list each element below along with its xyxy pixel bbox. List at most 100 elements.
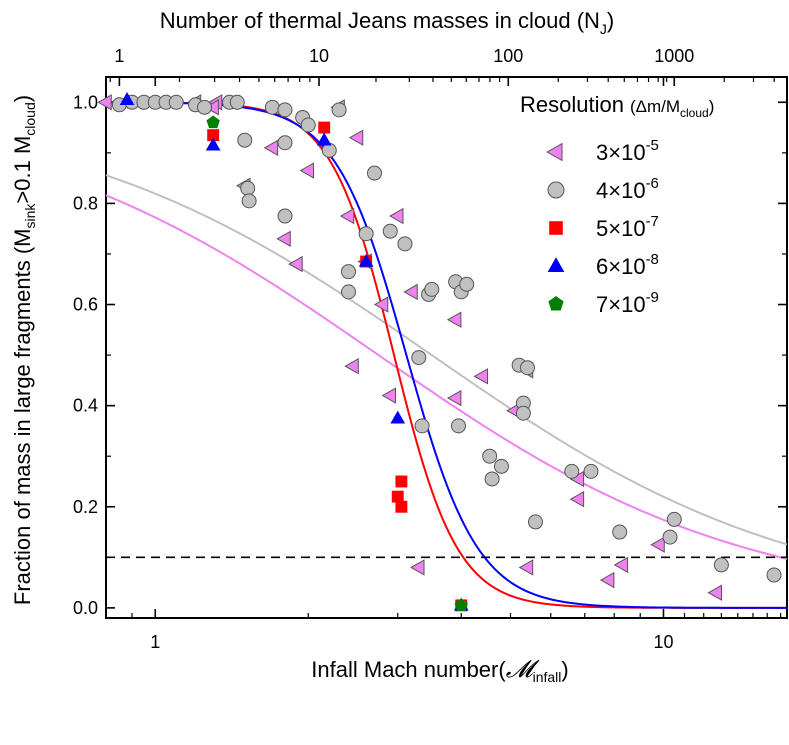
data-point [662,529,678,545]
data-point [97,94,112,111]
legend-label-exponent: -6 [646,175,659,192]
legend-label: 7×10-9 [596,289,659,317]
data-point [316,132,332,146]
data-point [397,236,413,252]
legend-label: 6×10-8 [596,251,659,279]
legend-label-base: 7×10 [596,292,646,317]
data-point [403,283,418,301]
top-axis-title: Number of thermal Jeans masses in cloud … [160,8,615,37]
y-tick-label: 0.4 [73,396,98,416]
data-point [373,296,389,313]
data-point [493,458,509,474]
top-axis-title-sub: J [600,21,607,37]
legend-label-exponent: -8 [646,251,659,268]
legend-title-main: Resolution [520,92,624,117]
y-tick-label: 0.6 [73,295,98,315]
plot-frame-group [105,76,788,619]
data-points [97,92,782,612]
legend-marker [547,181,565,199]
data-point [583,463,599,479]
y-axis-title-sub1: sink [22,203,38,229]
data-point [410,559,425,576]
data-point [168,94,184,110]
data-point [473,368,489,385]
data-point [390,410,406,424]
data-point [344,357,359,375]
data-point [482,448,498,464]
data-point [340,284,356,300]
x-axis-title-suffix: ) [561,657,568,682]
y-axis-title: Fraction of mass in large fragments (Msi… [10,95,38,605]
data-point [446,311,462,328]
data-point [411,350,427,366]
data-point [528,514,544,530]
data-point [276,230,291,248]
legend-items: 3×10-5 4×10-6 5×10-7 6×10-8 7×10-9 [546,137,659,317]
data-point [264,99,280,115]
data-point [340,264,356,280]
data-point [707,584,722,601]
fit-curve [105,194,788,560]
legend-label: 4×10-6 [596,175,659,203]
y-tick-label: 0.8 [73,193,98,213]
data-point [484,471,500,487]
data-point [414,418,430,434]
x-tick-label: 10 [653,632,673,652]
data-point [263,139,279,156]
data-point [454,598,468,612]
x-axis-title-sub: infall [533,669,562,685]
top-axis-title-main: Number of thermal Jeans masses in cloud … [160,8,600,33]
top-tick-label: 1000 [654,46,694,66]
y-axis-title-main: Fraction of mass in large fragments (M [10,229,35,606]
legend-label-base: 3×10 [596,140,646,165]
data-point [240,180,256,196]
data-point [205,137,221,151]
top-tick-label: 1 [114,46,124,66]
legend-title: Resolution (Δm/Mcloud) [520,92,714,120]
fit-curve [105,101,787,609]
data-point [515,405,531,421]
legend-label-base: 4×10 [596,178,646,203]
data-point [446,389,462,407]
data-point [612,524,628,540]
legend-marker [549,221,563,235]
data-point [206,115,220,129]
x-axis-title-prefix: Infall Mach number( [311,657,506,682]
legend-label-exponent: -9 [646,289,659,306]
data-point [382,223,398,239]
data-point [241,193,257,209]
x-axis-title: Infall Mach number(𝓜infall) [311,655,568,685]
legend-marker [546,142,563,162]
data-point [666,511,682,527]
legend-label-exponent: -5 [646,137,659,154]
data-point [318,121,331,134]
data-point [207,129,220,142]
data-point [569,490,585,508]
legend-marker [547,257,565,272]
data-point [300,117,316,133]
data-point [366,165,382,181]
legend-label-base: 6×10 [596,254,646,279]
data-point [450,418,466,434]
fit-curves [105,101,788,609]
legend: Resolution (Δm/Mcloud) 3×10-5 4×10-6 5×10-7… [520,92,714,317]
data-point [277,208,293,224]
plot-frame [105,76,788,619]
data-point [395,500,408,513]
top-axis-title-end: ) [607,8,614,33]
data-point [381,387,397,404]
data-point [331,102,347,118]
legend-label-exponent: -7 [646,213,659,230]
data-point [348,129,364,146]
data-point [277,135,293,151]
data-point [613,556,629,574]
ticks [105,77,787,618]
data-point [358,253,374,267]
y-axis-title-sub2: cloud [22,102,38,135]
data-point [519,360,535,376]
data-point [389,207,404,225]
fit-curve [105,101,787,609]
tick-labels: 1 10 1 10 100 1000 0.0 0.2 0.4 0.6 0.8 1.0 [73,46,694,652]
legend-label: 5×10-7 [596,213,659,241]
data-point [650,536,665,553]
